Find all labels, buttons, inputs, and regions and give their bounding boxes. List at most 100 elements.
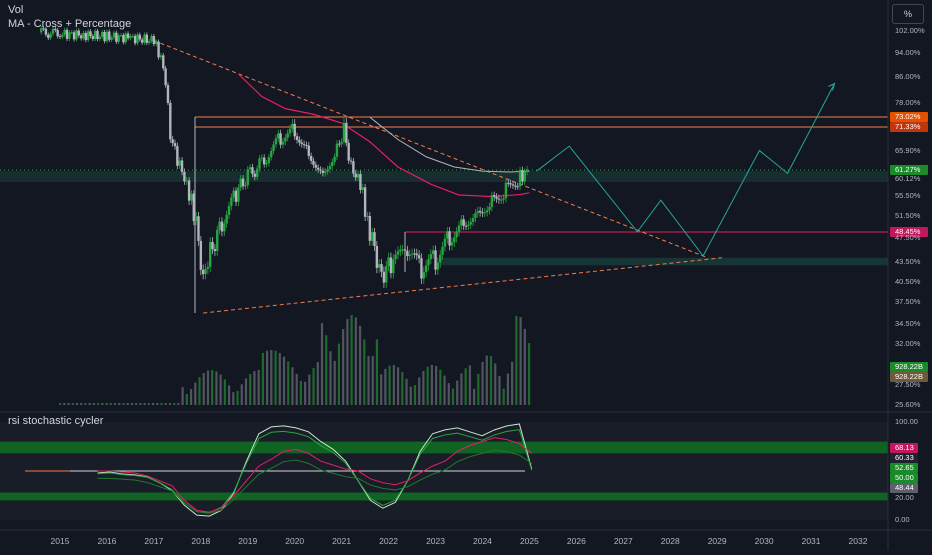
volume-bar [59, 403, 62, 405]
candle-body [152, 36, 156, 45]
candle-body [274, 138, 278, 145]
volume-bar [481, 361, 484, 405]
candle-body [190, 193, 193, 201]
volume-bar [413, 385, 417, 405]
volume-bar [227, 385, 231, 405]
candle-body [493, 195, 496, 197]
candle-body [138, 34, 141, 40]
ascending-trendline [203, 257, 722, 314]
candle-body [108, 31, 111, 40]
volume-bar [426, 366, 429, 405]
rsi-y-axis-label: 48.44 [895, 483, 914, 492]
candle-body [446, 231, 449, 239]
candle-body [455, 231, 458, 238]
candle-body [497, 198, 501, 200]
volume-bar [358, 325, 362, 405]
candle-body [319, 169, 322, 171]
volume-bar [261, 352, 264, 405]
candle-body [378, 264, 381, 268]
volume-bar [177, 403, 180, 405]
volume-bar [151, 403, 155, 405]
x-axis-label: 2023 [426, 536, 445, 546]
projection-path [536, 83, 835, 257]
candle-body [476, 210, 479, 214]
x-axis-label: 2015 [51, 536, 70, 546]
candle-body [356, 174, 360, 178]
candle-body [145, 34, 149, 43]
candle-body [443, 238, 447, 247]
candle-body [237, 187, 240, 202]
y-axis-label: 928.22B [895, 362, 923, 371]
volume-bar [456, 380, 459, 405]
candle-body [481, 212, 484, 214]
candle-body [162, 55, 165, 69]
candle-body [218, 221, 221, 230]
volume-bar [329, 351, 332, 405]
candle-body [361, 187, 364, 190]
volume-bar [71, 403, 74, 405]
candle-body [126, 33, 130, 39]
candle-body [450, 242, 454, 246]
candle-body [363, 187, 367, 217]
candle-body [82, 32, 85, 39]
x-axis-label: 2026 [567, 536, 586, 546]
projection-arrow-head [828, 82, 836, 91]
candle-body [488, 206, 491, 211]
candle-body [394, 254, 397, 260]
volume-bar [523, 328, 526, 405]
volume-bar [308, 374, 311, 405]
candle-body [347, 143, 350, 161]
candle-body [54, 28, 57, 31]
candle-body [495, 196, 498, 199]
volume-bar [122, 403, 125, 405]
volume-bar [447, 383, 450, 405]
candle-body [124, 33, 127, 43]
candle-body [157, 41, 160, 58]
volume-bar [118, 403, 121, 405]
volume-bar [392, 365, 395, 405]
candle-body [387, 257, 390, 267]
volume-bar [113, 403, 117, 405]
candle-body [368, 216, 372, 241]
candle-body [131, 35, 134, 37]
volume-bar [371, 356, 374, 405]
candle-body [424, 265, 428, 273]
candle-body [457, 225, 461, 232]
candle-body [307, 145, 310, 156]
candle-body [511, 184, 515, 186]
volume-bar [519, 317, 522, 405]
candle-body [49, 33, 52, 38]
volume-bar [439, 369, 442, 405]
volume-bar [181, 387, 184, 405]
candle-body [216, 229, 219, 252]
candle-body [359, 174, 362, 190]
candle-body [462, 219, 465, 226]
candle-body [298, 139, 301, 143]
volume-bar [130, 403, 134, 405]
candle-body [178, 160, 181, 166]
volume-bar [489, 356, 493, 405]
candle-body [117, 35, 120, 42]
candle-body [251, 167, 254, 174]
x-axis-label: 2030 [755, 536, 774, 546]
y-axis-label: 73.02% [895, 112, 921, 121]
volume-bar [380, 374, 383, 405]
candle-body [338, 143, 341, 145]
rsi-lower-band [0, 492, 888, 501]
candle-body [96, 30, 99, 40]
volume-bar [75, 403, 79, 405]
candle-body [232, 190, 235, 198]
candle-body [302, 144, 306, 146]
percent-scale-button[interactable]: % [892, 4, 924, 24]
candle-body [72, 32, 76, 40]
volume-bar [354, 317, 357, 405]
candle-body [485, 210, 489, 213]
volume-bar [325, 335, 328, 405]
axis-badge [890, 122, 928, 132]
volume-bar [236, 390, 239, 405]
candle-body [324, 171, 327, 174]
candle-body [103, 31, 106, 42]
candle-body [65, 29, 69, 39]
